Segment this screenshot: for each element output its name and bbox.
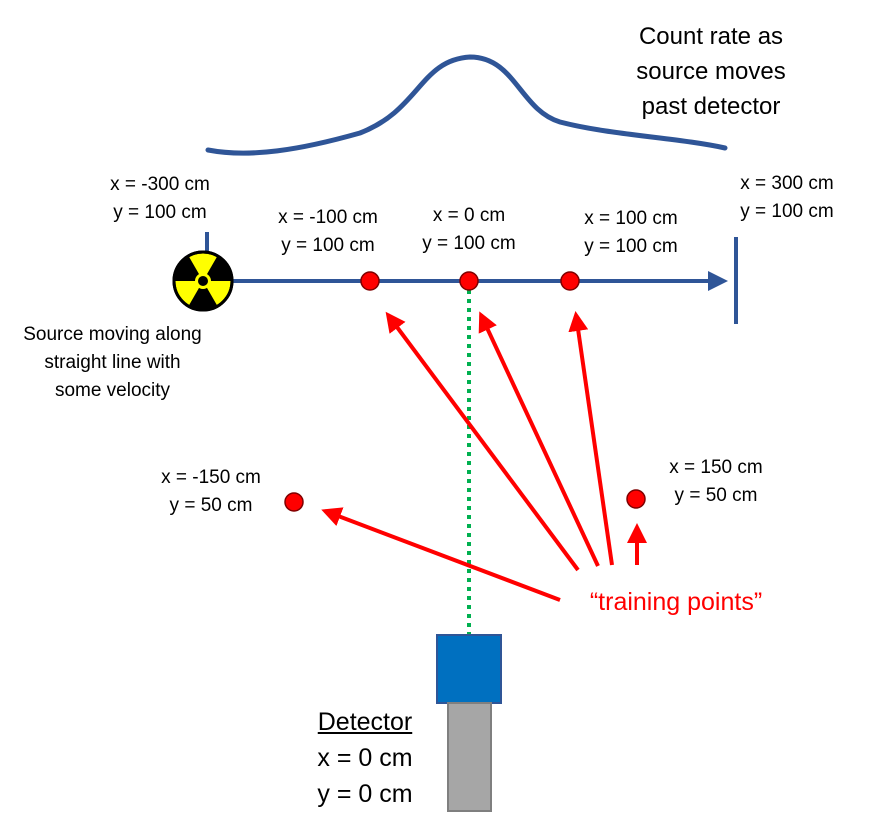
training-point-neg100 xyxy=(360,271,380,291)
training-point-150 xyxy=(626,489,646,509)
point-label-neg150: x = -150 cm y = 50 cm xyxy=(161,467,261,516)
detector-x: x = 0 cm xyxy=(317,744,413,772)
training-point-0 xyxy=(459,271,479,291)
arrow-to-p-neg100 xyxy=(385,311,580,572)
training-points-label: “training points” xyxy=(589,588,763,616)
detector-label: Detector x = 0 cm y = 0 cm xyxy=(300,704,430,812)
point-label-neg100: x = -100 cm y = 100 cm xyxy=(278,207,378,256)
track-end-label: x = 300 cm y = 100 cm xyxy=(740,173,834,222)
point-label-0: x = 0 cm y = 100 cm xyxy=(422,205,516,254)
detector-head xyxy=(436,634,502,704)
detector-name: Detector xyxy=(317,708,413,736)
arrow-to-p-100 xyxy=(568,311,614,566)
arrow-to-p-neg150 xyxy=(321,507,561,602)
point-label-100: x = 100 cm y = 100 cm xyxy=(584,208,678,257)
source-label: Source moving along straight line with s… xyxy=(23,324,202,401)
count-rate-curve xyxy=(205,54,728,156)
training-point-100 xyxy=(560,271,580,291)
detector-body xyxy=(447,702,492,812)
radiation-trefoil-icon xyxy=(172,250,234,312)
detector-y: y = 0 cm xyxy=(317,780,413,808)
training-point-neg150 xyxy=(284,492,304,512)
track-start-label: x = -300 cm y = 100 cm xyxy=(110,174,210,223)
curve-title: Count rate as source moves past detector xyxy=(636,23,786,120)
arrow-to-p-0 xyxy=(478,311,600,567)
point-label-150: x = 150 cm y = 50 cm xyxy=(669,457,763,506)
